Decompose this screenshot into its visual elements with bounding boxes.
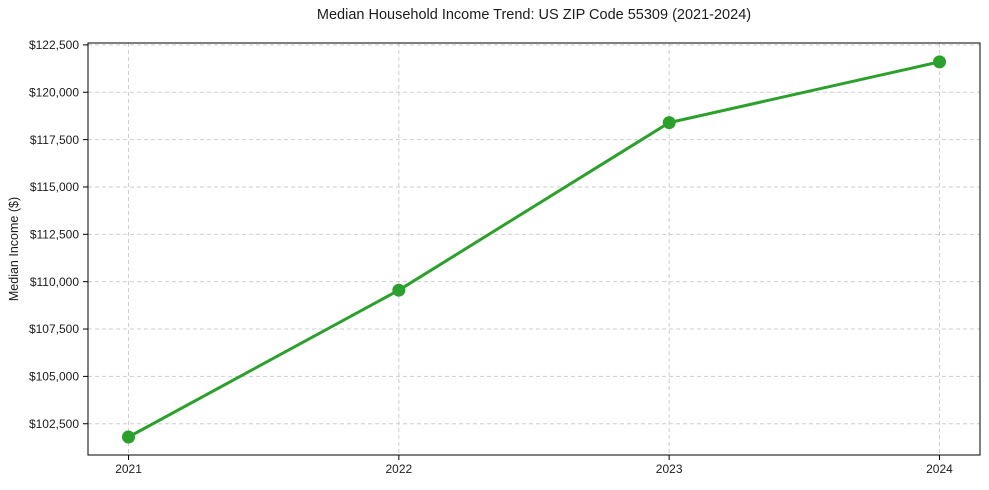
x-tick-label: 2022 [385,462,412,476]
data-point-2021 [122,430,135,444]
y-tick-label: $102,500 [29,417,79,431]
y-tick-label: $105,000 [29,370,79,384]
y-tick-label: $110,000 [30,275,79,289]
data-point-2024 [933,55,946,69]
y-tick-label: $107,500 [29,322,79,336]
y-tick-label: $117,500 [30,133,79,147]
chart-title: Median Household Income Trend: US ZIP Co… [316,7,752,23]
trend-line [127,60,941,439]
data-point-2023 [662,116,676,130]
plot-frame [87,42,981,456]
x-tick-label: 2023 [656,462,683,476]
y-tick-label: $115,000 [30,180,79,194]
y-tick-label: $122,500 [29,38,79,52]
x-tick-label: 2024 [926,462,953,476]
y-tick-label: $120,000 [29,85,79,99]
data-point-2022 [392,283,406,297]
x-tick-label: 2021 [115,462,142,476]
y-tick-label: $112,500 [30,228,79,242]
